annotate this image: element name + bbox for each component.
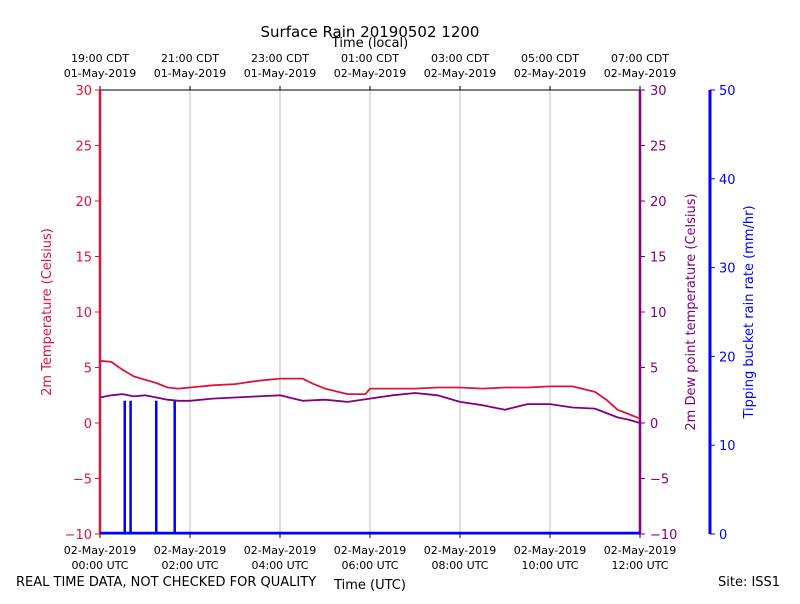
left-axis-tick-label: 10 <box>75 306 92 321</box>
x-tick-label-top-date: 01-May-2019 <box>154 67 226 80</box>
temperature-line <box>99 359 641 420</box>
site-label: Site: ISS1 <box>718 575 781 590</box>
right-axis-dewpoint-tick-label: 20 <box>650 195 667 210</box>
x-axis-label: Time (UTC) <box>333 578 406 593</box>
x-tick-label-bottom-date: 02-May-2019 <box>244 544 316 557</box>
x-tick-label-bottom-date: 02-May-2019 <box>514 544 586 557</box>
left-axis-tick-label: 15 <box>75 251 92 266</box>
x-tick-label-bottom-time: 00:00 UTC <box>71 559 128 572</box>
right-axis-dewpoint-tick-label: −5 <box>650 473 669 488</box>
x-tick-label-bottom-date: 02-May-2019 <box>64 544 136 557</box>
x-tick-label-top-time: 19:00 CDT <box>71 52 129 65</box>
left-axis-label: 2m Temperature (Celsius) <box>40 228 55 396</box>
x-tick-label-top-time: 23:00 CDT <box>251 52 309 65</box>
right-axis-label-dewpoint: 2m Dew point temperature (Celsius) <box>684 193 699 430</box>
quality-disclaimer: REAL TIME DATA, NOT CHECKED FOR QUALITY <box>16 575 317 590</box>
right-axis-dewpoint-tick-label: 0 <box>650 417 658 432</box>
x-tick-label-top-date: 01-May-2019 <box>244 67 316 80</box>
left-axis-tick-label: 25 <box>75 140 92 155</box>
right-axis-rain-tick-label: 10 <box>719 439 736 454</box>
x-tick-label-bottom-date: 02-May-2019 <box>604 544 676 557</box>
left-axis-tick-label: 30 <box>75 84 92 99</box>
right-axis-dewpoint-tick-label: −10 <box>650 528 677 543</box>
right-axis-rain-tick-label: 20 <box>719 350 736 365</box>
right-axis-rain-tick-label: 40 <box>719 173 736 188</box>
x-tick-label-bottom-date: 02-May-2019 <box>154 544 226 557</box>
x-tick-label-bottom-date: 02-May-2019 <box>424 544 496 557</box>
x-tick-label-bottom-time: 02:00 UTC <box>161 559 218 572</box>
right-axis-dewpoint-tick-label: 15 <box>650 251 667 266</box>
x-tick-label-top-time: 03:00 CDT <box>431 52 489 65</box>
left-axis-tick-label: 5 <box>84 362 92 377</box>
x-tick-label-top-date: 01-May-2019 <box>64 67 136 80</box>
x-tick-label-top-date: 02-May-2019 <box>604 67 676 80</box>
x-tick-label-top-time: 05:00 CDT <box>521 52 579 65</box>
right-axis-dewpoint-tick-label: 10 <box>650 306 667 321</box>
x-tick-label-bottom-time: 04:00 UTC <box>251 559 308 572</box>
left-axis-tick-label: −5 <box>73 473 92 488</box>
top-axis-label: Time (local) <box>331 36 408 51</box>
x-tick-label-top-time: 07:00 CDT <box>611 52 669 65</box>
x-tick-label-bottom-time: 06:00 UTC <box>341 559 398 572</box>
x-tick-label-bottom-date: 02-May-2019 <box>334 544 406 557</box>
x-tick-label-bottom-time: 08:00 UTC <box>431 559 488 572</box>
x-tick-label-top-date: 02-May-2019 <box>514 67 586 80</box>
right-axis-dewpoint-tick-label: 30 <box>650 84 667 99</box>
right-axis-rain-tick-label: 50 <box>719 84 736 99</box>
right-axis-dewpoint-tick-label: 5 <box>650 362 658 377</box>
x-tick-label-top-date: 02-May-2019 <box>334 67 406 80</box>
right-axis-label-rain: Tipping bucket rain rate (mm/hr) <box>742 205 757 419</box>
right-axis-dewpoint-tick-label: 25 <box>650 140 667 155</box>
left-axis-tick-label: −10 <box>65 528 92 543</box>
right-axis-rain-tick-label: 30 <box>719 262 736 277</box>
dewpoint-line <box>99 392 641 424</box>
chart-plot-group: 02-May-2019 00:00 UTC 02-May-2019 02:00 UTC… <box>64 52 736 572</box>
x-tick-label-bottom-time: 12:00 UTC <box>611 559 668 572</box>
right-axis-rain-tick-label: 0 <box>719 528 727 543</box>
x-tick-label-top-time: 21:00 CDT <box>161 52 219 65</box>
x-tick-label-top-time: 01:00 CDT <box>341 52 399 65</box>
x-tick-label-top-date: 02-May-2019 <box>424 67 496 80</box>
left-axis-tick-label: 20 <box>75 195 92 210</box>
chart-title: Surface Rain 20190502 1200 <box>261 23 480 41</box>
left-axis-tick-label: 0 <box>84 417 92 432</box>
x-tick-label-bottom-time: 10:00 UTC <box>521 559 578 572</box>
